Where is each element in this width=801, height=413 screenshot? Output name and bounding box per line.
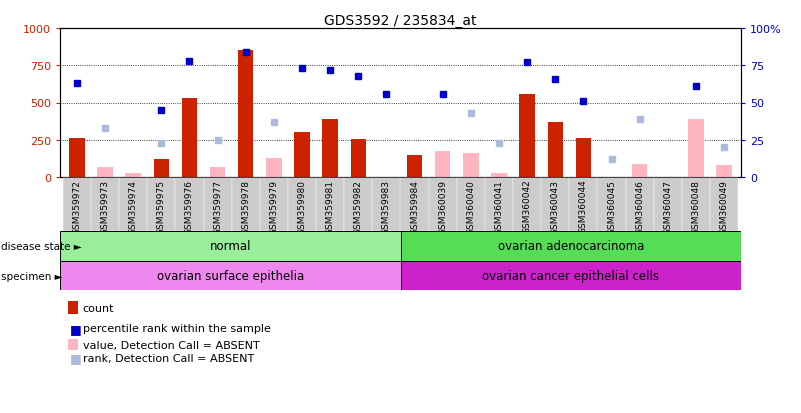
Bar <box>238 51 253 178</box>
Bar <box>60 261 400 291</box>
Bar <box>541 178 570 231</box>
Title: GDS3592 / 235834_at: GDS3592 / 235834_at <box>324 14 477 28</box>
Bar <box>260 178 288 231</box>
Bar <box>626 178 654 231</box>
Bar <box>688 120 703 178</box>
Text: GSM360042: GSM360042 <box>522 179 532 234</box>
Bar <box>294 132 310 178</box>
Bar <box>548 123 563 178</box>
Text: GSM360043: GSM360043 <box>551 179 560 234</box>
Bar <box>344 178 372 231</box>
Text: GSM360048: GSM360048 <box>691 179 700 234</box>
Text: GSM359978: GSM359978 <box>241 179 250 234</box>
Text: ■: ■ <box>70 322 82 335</box>
Text: GSM360046: GSM360046 <box>635 179 644 234</box>
Bar <box>710 178 738 231</box>
Text: GSM360041: GSM360041 <box>494 179 504 234</box>
Bar <box>63 178 91 231</box>
Bar <box>323 120 338 178</box>
Bar <box>372 178 400 231</box>
Text: GSM359975: GSM359975 <box>157 179 166 234</box>
Text: rank, Detection Call = ABSENT: rank, Detection Call = ABSENT <box>83 353 254 363</box>
Text: GSM359983: GSM359983 <box>382 179 391 234</box>
Bar <box>463 154 478 178</box>
Text: ovarian cancer epithelial cells: ovarian cancer epithelial cells <box>482 269 659 282</box>
Bar <box>266 158 282 178</box>
Text: disease state ►: disease state ► <box>1 241 82 251</box>
Bar <box>407 155 422 178</box>
Bar <box>598 178 626 231</box>
Bar <box>429 178 457 231</box>
Bar <box>491 173 507 178</box>
Text: specimen ►: specimen ► <box>1 271 62 281</box>
Bar <box>210 168 225 178</box>
Bar <box>316 178 344 231</box>
Bar <box>98 167 113 178</box>
Bar <box>400 261 741 291</box>
Bar <box>231 178 260 231</box>
Bar <box>203 178 231 231</box>
Text: GSM359982: GSM359982 <box>354 179 363 234</box>
Bar <box>632 164 647 178</box>
Bar <box>351 140 366 178</box>
Text: GSM360045: GSM360045 <box>607 179 616 234</box>
Text: GSM359979: GSM359979 <box>269 179 279 234</box>
Text: ovarian adenocarcinoma: ovarian adenocarcinoma <box>497 240 644 253</box>
Text: GSM359980: GSM359980 <box>297 179 307 234</box>
Bar <box>154 160 169 178</box>
Bar <box>69 139 85 178</box>
Bar <box>654 178 682 231</box>
Bar <box>182 99 197 178</box>
Text: GSM360044: GSM360044 <box>579 179 588 234</box>
Bar <box>716 166 732 178</box>
Text: GSM359981: GSM359981 <box>326 179 335 234</box>
Text: percentile rank within the sample: percentile rank within the sample <box>83 323 271 333</box>
Bar <box>485 178 513 231</box>
Bar <box>400 178 429 231</box>
Text: GSM359973: GSM359973 <box>101 179 110 234</box>
Text: GSM360049: GSM360049 <box>719 179 729 234</box>
Bar <box>519 94 535 178</box>
Bar <box>126 173 141 178</box>
Bar <box>400 231 741 261</box>
Text: GSM360047: GSM360047 <box>663 179 672 234</box>
Text: GSM359977: GSM359977 <box>213 179 222 234</box>
Bar <box>288 178 316 231</box>
Text: GSM360040: GSM360040 <box>466 179 475 234</box>
Text: GSM359972: GSM359972 <box>72 179 82 234</box>
Bar <box>435 152 450 178</box>
Text: normal: normal <box>210 240 251 253</box>
Text: ovarian surface epithelia: ovarian surface epithelia <box>157 269 304 282</box>
Text: ■: ■ <box>70 351 82 365</box>
Text: GSM359984: GSM359984 <box>410 179 419 234</box>
Bar <box>91 178 119 231</box>
Bar <box>570 178 598 231</box>
Bar <box>576 139 591 178</box>
Text: GSM360039: GSM360039 <box>438 179 447 234</box>
Text: count: count <box>83 303 114 313</box>
Bar <box>147 178 175 231</box>
Bar <box>60 231 400 261</box>
Bar <box>119 178 147 231</box>
Text: value, Detection Call = ABSENT: value, Detection Call = ABSENT <box>83 340 260 350</box>
Bar <box>513 178 541 231</box>
Bar <box>175 178 203 231</box>
Text: GSM359976: GSM359976 <box>185 179 194 234</box>
Bar <box>682 178 710 231</box>
Text: GSM359974: GSM359974 <box>129 179 138 234</box>
Bar <box>457 178 485 231</box>
